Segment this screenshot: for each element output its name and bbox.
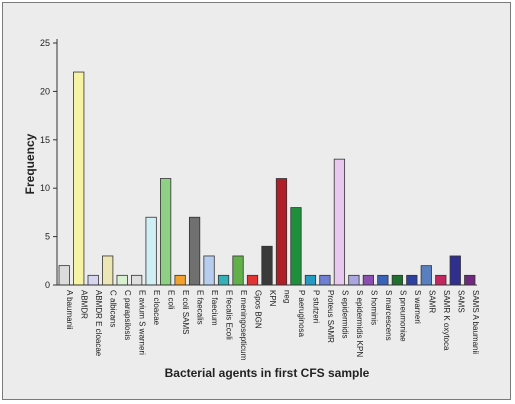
x-category-label: E avium S warneri	[138, 290, 147, 355]
x-axis-category-labels: A baumanii ABMDR ABMDR E cloacae C albicans…	[65, 290, 480, 361]
bar	[131, 274, 143, 286]
bar	[58, 265, 70, 286]
bar	[145, 216, 157, 286]
x-category-label: ABMDR E cloacae	[94, 290, 103, 357]
bar	[275, 178, 288, 286]
bar	[87, 274, 99, 286]
x-category-label: C parapsilosis	[123, 290, 132, 340]
bar	[290, 207, 302, 286]
bar	[435, 274, 447, 286]
x-category-label: KPN	[268, 290, 277, 307]
x-category-label: E meningosepticum	[239, 290, 248, 361]
bar	[73, 71, 85, 286]
bar	[464, 274, 476, 286]
x-category-label: ABMDR	[80, 290, 89, 319]
y-axis-ticks: 0 5 10 15 20 25	[40, 38, 57, 290]
x-category-label: neg	[282, 290, 291, 303]
x-category-label: E coli	[167, 290, 176, 310]
x-category-label: P stutzeri	[311, 290, 320, 323]
bar	[261, 245, 273, 286]
y-tick-label: 15	[40, 135, 50, 145]
bar	[102, 255, 114, 286]
bar	[362, 274, 374, 286]
x-category-label: E cloacae	[152, 290, 161, 326]
bar	[232, 255, 244, 286]
x-category-label: P aeruginosa	[297, 290, 306, 338]
bar	[406, 274, 418, 286]
x-category-label: E faecalis	[196, 290, 205, 325]
x-category-label: S epidermidis	[340, 290, 349, 338]
x-category-label: Proteus SAMR	[326, 290, 335, 343]
y-tick-label: 10	[40, 183, 50, 193]
bar	[160, 178, 172, 286]
bar-chart: 0 5 10 15 20 25 A baumanii ABMDR ABMDR E cloaca…	[23, 38, 480, 380]
x-category-label: SAMR	[427, 290, 436, 313]
chart-frame: 0 5 10 15 20 25 A baumanii ABMDR ABMDR E cloaca…	[2, 2, 511, 400]
x-category-label: S marcescens	[384, 290, 393, 341]
bar	[319, 274, 331, 286]
x-category-label: E coli SAMS	[181, 290, 190, 334]
y-tick-label: 0	[45, 280, 50, 290]
x-category-label: S epidermidis KPN	[355, 290, 364, 357]
x-category-label: SAMS	[456, 290, 465, 313]
y-tick-label: 25	[40, 38, 50, 48]
x-category-label: E fecalis Ecoli	[225, 290, 234, 340]
bar	[217, 274, 230, 286]
y-axis-title: Frequency	[23, 133, 37, 194]
bar	[348, 274, 360, 286]
x-category-label: A baumanii	[65, 290, 74, 330]
bar	[391, 274, 403, 286]
x-category-label: Gpos BGN	[254, 290, 263, 329]
x-category-label: SAMR K oxytoca	[442, 290, 451, 351]
bar	[246, 274, 259, 286]
bar	[188, 216, 201, 286]
bar	[333, 158, 346, 286]
bar	[449, 255, 461, 286]
y-tick-label: 5	[45, 232, 50, 242]
x-category-label: S warneri	[413, 290, 422, 324]
bar	[304, 274, 317, 286]
bar	[377, 274, 389, 286]
x-category-label: SAMS A baumanii	[471, 290, 480, 354]
x-category-label: S hominis	[369, 290, 378, 325]
x-category-label: S pneumoniae	[398, 290, 407, 342]
bars	[58, 71, 476, 286]
bar	[116, 274, 128, 286]
bar	[174, 274, 186, 286]
x-axis-title: Bacterial agents in first CFS sample	[165, 366, 370, 380]
bar	[420, 265, 432, 286]
x-category-label: E faecium	[210, 290, 219, 326]
bar	[203, 255, 215, 286]
y-tick-label: 20	[40, 86, 50, 96]
x-category-label: C albicans	[109, 290, 118, 327]
